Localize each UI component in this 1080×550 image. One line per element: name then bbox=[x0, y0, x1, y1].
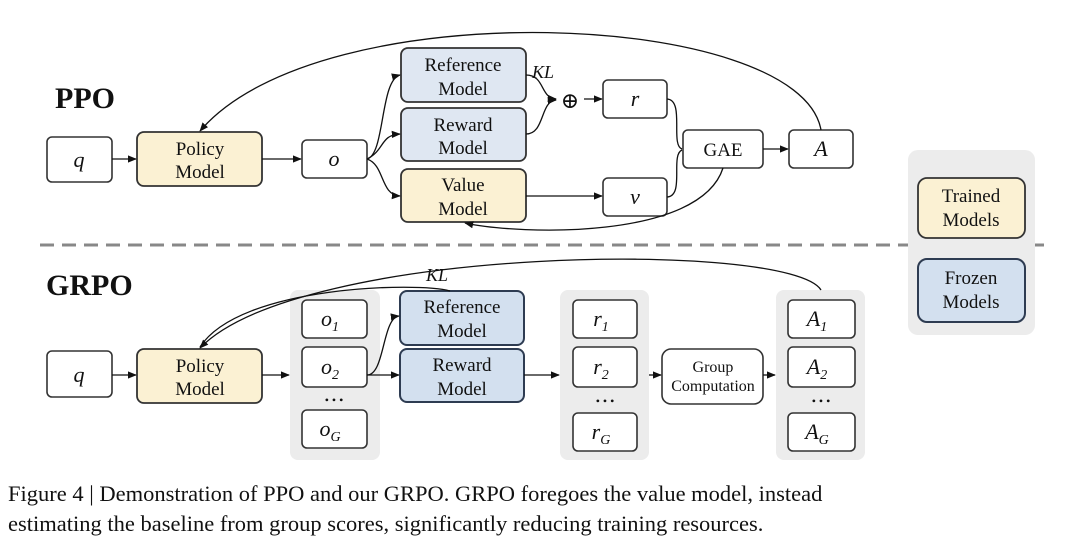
reward-r1: r1 bbox=[593, 306, 609, 335]
grpo-title: GRPO bbox=[46, 269, 133, 302]
legend-frozen bbox=[917, 258, 1026, 323]
grpo-reward-label-2: Model bbox=[437, 379, 487, 400]
grpo-policy-model bbox=[136, 348, 263, 404]
ppo-reference-label-1: Reference bbox=[425, 55, 502, 76]
ppo-v: v bbox=[630, 184, 640, 209]
ppo-o: o bbox=[329, 146, 340, 171]
reward-r2-box bbox=[572, 346, 638, 388]
ppo-value-label-1: Value bbox=[441, 175, 484, 196]
output-og: oG bbox=[319, 416, 340, 445]
grpo-reference-label-1: Reference bbox=[424, 297, 501, 318]
output-og-box bbox=[301, 409, 368, 449]
grpo-kl-label: KL bbox=[425, 265, 448, 285]
grpo-reference-model bbox=[399, 290, 525, 346]
ppo-reward-label-1: Reward bbox=[433, 115, 493, 136]
ppo-sum-icon: ⊕ bbox=[561, 88, 579, 113]
group-computation-label-2: Computation bbox=[671, 378, 755, 395]
legend-trained-label-2: Models bbox=[943, 210, 1000, 231]
grpo-q-box bbox=[46, 350, 113, 398]
ppo-reward-label-2: Model bbox=[438, 138, 488, 159]
figure-caption-line-1: Figure 4 | Demonstration of PPO and our … bbox=[8, 481, 822, 506]
advantage-a1: A1 bbox=[805, 306, 827, 335]
ppo-policy-label-1: Policy bbox=[176, 139, 225, 160]
ppo-policy-label-2: Model bbox=[175, 162, 225, 183]
grpo-arrows bbox=[112, 258, 822, 379]
grpo-q: q bbox=[74, 362, 85, 387]
advantage-a2-box bbox=[787, 346, 856, 388]
ppo-q: q bbox=[74, 147, 85, 172]
reward-rg: rG bbox=[592, 419, 611, 448]
figure-caption-line-2: estimating the baseline from group score… bbox=[8, 511, 763, 536]
legend-trained bbox=[917, 177, 1026, 239]
advantage-a2: A2 bbox=[805, 354, 827, 383]
output-o1-box bbox=[301, 299, 368, 339]
ppo-value-label-2: Model bbox=[438, 199, 488, 220]
grpo-policy-label-1: Policy bbox=[176, 356, 225, 377]
legend-trained-label-1: Trained bbox=[942, 186, 1001, 207]
legend-frozen-label-1: Frozen bbox=[945, 268, 998, 289]
rewards-ellipsis: • • • bbox=[596, 394, 615, 408]
reward-r1-box bbox=[572, 299, 638, 339]
advantage-ag-box bbox=[787, 412, 856, 452]
reward-r2: r2 bbox=[593, 354, 609, 383]
ppo-gae: GAE bbox=[703, 140, 742, 161]
ppo-kl-label: KL bbox=[531, 62, 554, 82]
ppo-arrows bbox=[112, 31, 822, 231]
output-o2: o2 bbox=[321, 354, 339, 383]
grpo-reference-label-2: Model bbox=[437, 321, 487, 342]
advantages-ellipsis: • • • bbox=[812, 394, 831, 408]
group-computation-box bbox=[661, 348, 764, 405]
grpo-reward-label-1: Reward bbox=[432, 355, 492, 376]
group-computation-label-1: Group bbox=[693, 359, 734, 376]
ppo-a: A bbox=[812, 136, 828, 161]
reward-rg-box bbox=[572, 412, 638, 452]
output-o1: o1 bbox=[321, 306, 339, 335]
advantage-ag: AG bbox=[803, 419, 829, 448]
outputs-ellipsis: • • • bbox=[325, 393, 344, 407]
ppo-r: r bbox=[631, 86, 640, 111]
output-o2-box bbox=[301, 346, 368, 388]
ppo-title: PPO bbox=[55, 82, 115, 115]
grpo-policy-label-2: Model bbox=[175, 379, 225, 400]
legend-frozen-label-2: Models bbox=[943, 292, 1000, 313]
ppo-reference-label-2: Model bbox=[438, 79, 488, 100]
advantage-a1-box bbox=[787, 299, 856, 339]
